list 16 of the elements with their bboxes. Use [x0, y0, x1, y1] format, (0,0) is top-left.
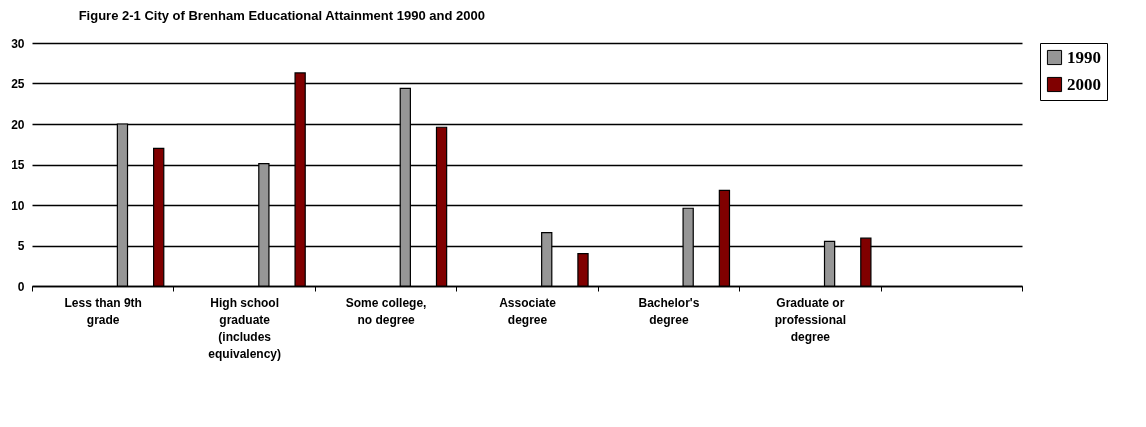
x-tick-label: Bachelor's degree [638, 295, 700, 327]
y-tick-label: 20 [11, 117, 25, 132]
legend-label: 2000 [1067, 74, 1101, 94]
y-tick-label: 0 [17, 279, 25, 294]
y-tick-label: 5 [17, 239, 25, 253]
x-tick-label: Associate degree [499, 295, 557, 327]
y-tick-label: 15 [11, 158, 25, 172]
chart-title: Figure 2-1 City of Brenham Educational Attainment 1990 and 2000 [78, 8, 485, 23]
x-tick-label: Less than 9th grade [64, 295, 142, 327]
legend-label: 1990 [1067, 47, 1101, 67]
y-tick-label: 25 [11, 77, 25, 91]
x-tick-label: Some college, no degree [345, 295, 427, 327]
x-tick-label: Graduate or professional degree [774, 295, 847, 344]
y-tick-label: 30 [11, 36, 25, 51]
y-tick-label: 10 [11, 198, 25, 213]
x-tick-label: High school graduate (includes equivalency) [208, 295, 281, 361]
